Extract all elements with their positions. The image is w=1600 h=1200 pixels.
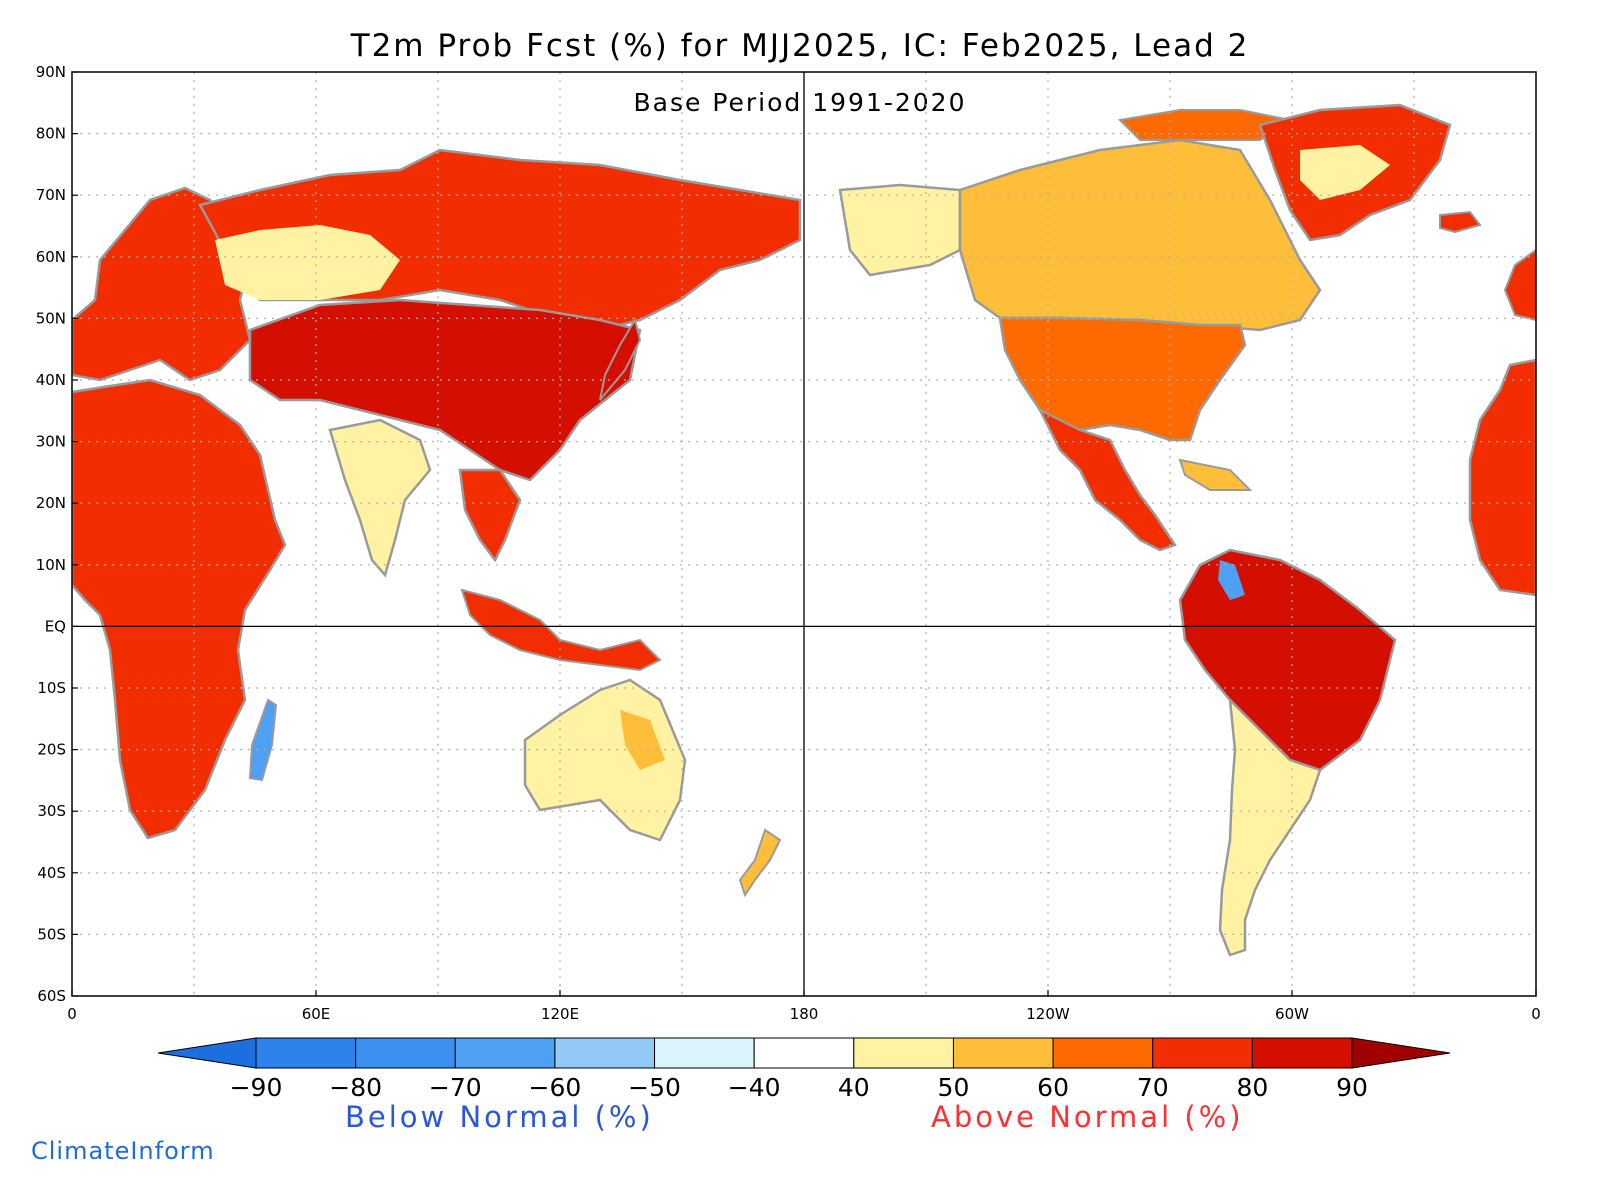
region-mexico — [1037, 407, 1177, 552]
lat-label: 30S — [37, 802, 66, 820]
region-indonesia — [460, 588, 662, 672]
colorbar-box — [454, 1037, 556, 1069]
colorbar-box — [654, 1037, 755, 1069]
region-southern-south-america — [1218, 696, 1322, 957]
colorbar-box — [255, 1037, 357, 1069]
region-greenland-interior — [1300, 145, 1390, 200]
colorbar-box — [355, 1037, 456, 1069]
lon-label: 0 — [1531, 1005, 1541, 1023]
longitude-labels: 0 60E 120E 180 120W 60W 0 — [67, 990, 1541, 1023]
region-madagascar — [248, 698, 278, 782]
lon-label: 180 — [790, 1005, 819, 1023]
colorbar-box — [853, 1037, 954, 1069]
colorbar-box — [554, 1037, 656, 1069]
region-europe-east-edge — [1503, 248, 1536, 322]
above-normal-caption: Above Normal (%) — [931, 1100, 1244, 1134]
lat-label: EQ — [45, 617, 66, 635]
lat-label: 10S — [37, 679, 66, 697]
region-caribbean — [1178, 458, 1253, 491]
colorbar: −90 −80 −70 −60 −50 −40 40 50 60 70 80 90 — [157, 1037, 1451, 1102]
lat-label: 60S — [37, 987, 66, 1005]
lat-label: 90N — [36, 63, 66, 81]
colorbar-tick-label: −60 — [529, 1073, 582, 1102]
lon-label: 60E — [302, 1005, 331, 1023]
colorbar-tick-label: −80 — [329, 1073, 382, 1102]
lat-label: 30N — [36, 433, 66, 451]
region-amazon — [1178, 548, 1397, 772]
colorbar-tick-label: 40 — [838, 1073, 870, 1102]
colorbar-tick-label: 70 — [1137, 1073, 1169, 1102]
lat-label: 20N — [36, 494, 66, 512]
region-australia-east — [620, 710, 665, 770]
latitude-labels: 90N 80N 70N 60N 50N 40N 30N 20N 10N EQ 10S 20S 30S 40… — [36, 63, 78, 1005]
region-southeast-asia — [458, 468, 522, 563]
lat-label: 10N — [36, 556, 66, 574]
region-colombia-below — [1218, 560, 1245, 600]
colorbar-tick-label: 50 — [938, 1073, 970, 1102]
region-africa — [72, 378, 287, 840]
region-iceland — [1439, 210, 1482, 234]
region-alaska — [838, 183, 962, 277]
map-title: T2m Prob Fcst (%) for MJJ2025, IC: Feb20… — [350, 28, 1250, 64]
colorbar-tick-label: 80 — [1236, 1073, 1268, 1102]
region-canada — [958, 138, 1322, 332]
colorbar-high-extension — [1351, 1037, 1451, 1069]
lon-label: 120W — [1026, 1005, 1070, 1023]
region-usa — [998, 316, 1247, 442]
colorbar-box — [1052, 1037, 1154, 1069]
colorbar-box — [753, 1037, 855, 1069]
lon-label: 120E — [541, 1005, 579, 1023]
colorbar-tick-label: −50 — [628, 1073, 681, 1102]
colorbar-tick-label: −70 — [429, 1073, 482, 1102]
colorbar-box — [1251, 1037, 1353, 1069]
lat-label: 40N — [36, 371, 66, 389]
region-central-asia-china — [248, 298, 642, 482]
lat-label: 50S — [37, 925, 66, 943]
colorbar-box — [952, 1037, 1054, 1069]
region-new-zealand — [738, 828, 782, 898]
colorbar-tick-label: 90 — [1336, 1073, 1368, 1102]
colorbar-tick-label: −40 — [728, 1073, 781, 1102]
colorbar-tick-label: 60 — [1037, 1073, 1069, 1102]
credit-label: ClimateInform — [31, 1137, 215, 1165]
colorbar-box — [1152, 1037, 1253, 1069]
lat-label: 40S — [37, 864, 66, 882]
colorbar-low-extension — [157, 1037, 257, 1069]
region-india — [328, 418, 432, 578]
base-period-label: Base Period 1991-2020 — [633, 88, 967, 117]
lat-label: 80N — [36, 125, 66, 143]
graticule — [72, 72, 1536, 996]
colorbar-tick-label: −90 — [230, 1073, 283, 1102]
lat-label: 50N — [36, 309, 66, 327]
lat-label: 60N — [36, 248, 66, 266]
lon-label: 0 — [67, 1005, 77, 1023]
region-west-africa-east-edge — [1468, 358, 1536, 597]
region-western-siberia — [215, 225, 400, 300]
lat-label: 20S — [37, 741, 66, 759]
lon-label: 60W — [1275, 1005, 1309, 1023]
lat-label: 70N — [36, 186, 66, 204]
below-normal-caption: Below Normal (%) — [345, 1100, 654, 1134]
